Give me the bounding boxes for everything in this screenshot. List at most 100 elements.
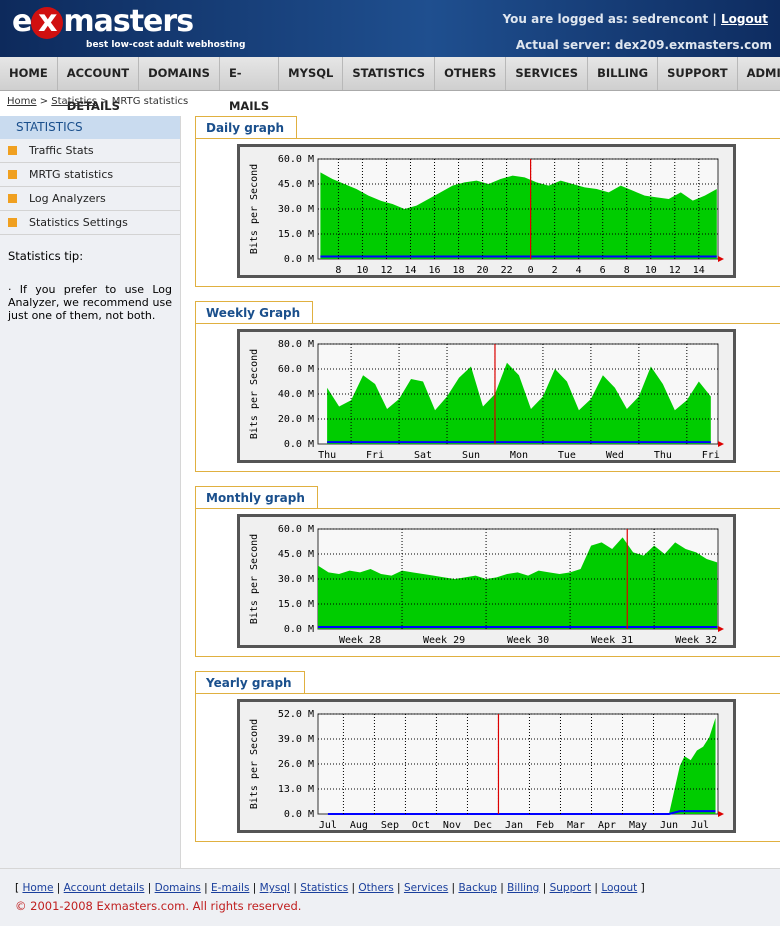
x-tick-label: Nov	[443, 820, 461, 831]
y-tick-label: 60.0 M	[278, 364, 314, 375]
y-tick-label: 40.0 M	[278, 389, 314, 400]
footer-link[interactable]: Home	[22, 882, 54, 894]
y-tick-label: 0.0 M	[284, 254, 314, 265]
mrtg-chart: 0.0 M 13.0 M 26.0 M 39.0 M 52.0 M Jul Aug Sep Oc…	[237, 699, 736, 833]
y-tick-label: 60.0 M	[278, 154, 314, 165]
y-tick-label: 30.0 M	[278, 204, 314, 215]
nav-item[interactable]: ADMIN	[738, 57, 780, 90]
footer-link[interactable]: Logout	[601, 882, 638, 894]
x-tick-label: Thu	[318, 450, 336, 461]
y-tick-label: 60.0 M	[278, 524, 314, 535]
footer-link[interactable]: Services	[403, 882, 449, 894]
x-tick-label: Aug	[350, 820, 368, 831]
x-tick-label: Sep	[381, 820, 399, 831]
x-tick-label: 14	[693, 265, 705, 276]
server-info: Actual server: dex209.exmasters.com	[515, 38, 772, 52]
nav-item[interactable]: DOMAINS	[139, 57, 220, 90]
x-tick-label: Sun	[462, 450, 480, 461]
copyright: © 2001-2008 Exmasters.com. All rights re…	[15, 899, 302, 913]
sidebar-item[interactable]: MRTG statistics	[0, 163, 180, 187]
axis-arrow	[718, 811, 724, 817]
y-tick-label: 45.0 M	[278, 179, 314, 190]
crumb-link[interactable]: Home	[7, 96, 37, 107]
user-info: You are logged as: sedrencont | Logout	[502, 12, 768, 26]
sidebar-item[interactable]: Traffic Stats	[0, 139, 180, 163]
x-tick-label: Apr	[598, 820, 616, 831]
x-tick-label: Jul	[319, 820, 337, 831]
sidebar-item[interactable]: Log Analyzers	[0, 187, 180, 211]
footer-link[interactable]: Backup	[458, 882, 497, 894]
footer-link[interactable]: Billing	[507, 882, 540, 894]
traffic-in-area	[327, 717, 716, 814]
y-tick-label: 0.0 M	[284, 809, 314, 820]
crumb-current: MRTG statistics	[111, 96, 189, 107]
nav-item[interactable]: MYSQL	[279, 57, 344, 90]
x-tick-label: May	[629, 820, 647, 831]
graph-tab[interactable]: Weekly Graph	[195, 301, 314, 324]
x-tick-label: Oct	[412, 820, 430, 831]
x-tick-label: 10	[356, 265, 368, 276]
graph-box: 0.0 M 15.0 M 30.0 M 45.0 M 60.0 M Week 28 Week…	[195, 508, 780, 657]
nav-item[interactable]: SERVICES	[506, 57, 589, 90]
traffic-in-area	[318, 537, 718, 629]
logo-text: masters	[63, 4, 194, 39]
x-tick-label: Feb	[536, 820, 554, 831]
x-tick-label: 20	[477, 265, 489, 276]
sidebar: STATISTICS Traffic Stats MRTG statistics L…	[0, 116, 181, 868]
x-tick-label: 6	[600, 265, 606, 276]
x-tick-label: Dec	[474, 820, 492, 831]
graph-tab[interactable]: Yearly graph	[195, 671, 305, 694]
x-tick-label: 10	[645, 265, 657, 276]
item-icon	[8, 170, 17, 179]
nav-item[interactable]: STATISTICS	[343, 57, 436, 90]
footer-link[interactable]: Support	[549, 882, 592, 894]
graph-tab[interactable]: Monthly graph	[195, 486, 318, 509]
nav-item[interactable]: OTHERS	[435, 57, 507, 90]
footer-link[interactable]: Mysql	[259, 882, 290, 894]
x-tick-label: 0	[528, 265, 534, 276]
y-tick-label: 52.0 M	[278, 709, 314, 720]
y-tick-label: 30.0 M	[278, 574, 314, 585]
breadcrumb: Home > Statistics > MRTG statistics	[7, 96, 189, 107]
x-tick-label: Wed	[606, 450, 624, 461]
nav-item[interactable]: HOME	[0, 57, 58, 90]
footer-link[interactable]: Account details	[63, 882, 145, 894]
x-tick-label: 16	[428, 265, 440, 276]
x-tick-label: Fri	[702, 450, 720, 461]
footer-link[interactable]: Domains	[154, 882, 201, 894]
x-tick-label: Week 30	[507, 635, 549, 646]
graph-tab[interactable]: Daily graph	[195, 116, 298, 139]
y-axis-label: Bits per Second	[249, 719, 260, 809]
item-label: MRTG statistics	[29, 168, 114, 181]
logo-text: e	[12, 4, 32, 39]
item-icon	[8, 194, 17, 203]
sidebar-item[interactable]: Statistics Settings	[0, 211, 180, 235]
nav-item[interactable]: ACCOUNT DETAILS	[58, 57, 140, 113]
item-label: Statistics Settings	[29, 216, 128, 229]
item-icon	[8, 146, 17, 155]
x-tick-label: Jan	[505, 820, 523, 831]
graph-box: 0.0 M 15.0 M 30.0 M 45.0 M 60.0 M 8 10 12 14 16 18…	[195, 138, 780, 287]
y-tick-label: 15.0 M	[278, 599, 314, 610]
logo[interactable]: e x masters	[12, 4, 194, 39]
logout-link[interactable]: Logout	[720, 12, 768, 26]
footer-link[interactable]: E-mails	[211, 882, 250, 894]
y-axis-label: Bits per Second	[249, 164, 260, 254]
x-tick-label: Week 31	[591, 635, 633, 646]
x-tick-label: 4	[576, 265, 582, 276]
x-tick-label: 14	[404, 265, 416, 276]
y-tick-label: 13.0 M	[278, 784, 314, 795]
nav-item[interactable]: E-MAILS	[220, 57, 280, 113]
y-tick-label: 26.0 M	[278, 759, 314, 770]
mrtg-chart: 0.0 M 20.0 M 40.0 M 60.0 M 80.0 M Thu Fri Sat Su…	[237, 329, 736, 463]
graph-box: 0.0 M 13.0 M 26.0 M 39.0 M 52.0 M Jul Aug Sep Oc…	[195, 693, 780, 842]
footer-link[interactable]: Others	[358, 882, 394, 894]
nav-item[interactable]: SUPPORT	[658, 57, 738, 90]
footer-link[interactable]: Statistics	[300, 882, 349, 894]
x-tick-label: Jul	[691, 820, 709, 831]
x-tick-label: Tue	[558, 450, 576, 461]
traffic-in-area	[327, 362, 711, 444]
crumb-link[interactable]: Statistics	[51, 96, 97, 107]
nav-item[interactable]: BILLING	[588, 57, 659, 90]
